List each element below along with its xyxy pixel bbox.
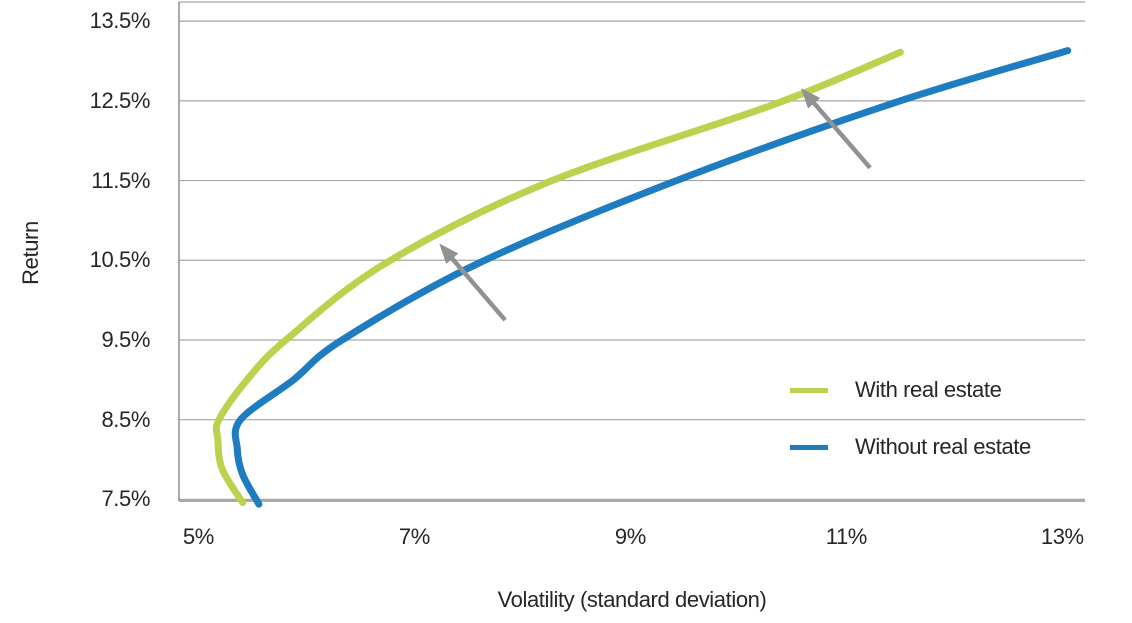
curve-with-real-estate <box>212 48 904 507</box>
y-tick-label: 10.5% <box>89 247 151 273</box>
y-tick-label: 9.5% <box>101 326 150 352</box>
x-tick-label: 13% <box>1040 524 1084 549</box>
x-tick-label: 11% <box>825 524 868 549</box>
x-tick-label: 7% <box>398 524 430 549</box>
legend-swatch-green-line <box>790 387 828 393</box>
legend-item-without-real-estate: Without real estate <box>790 434 1031 460</box>
shift-arrow-shaft <box>808 97 872 170</box>
legend-label: With real estate <box>855 377 1002 402</box>
y-tick-label: 12.5% <box>89 87 151 113</box>
legend-swatch-blue-line <box>790 444 828 450</box>
y-tick-label: 7.5% <box>101 486 150 512</box>
y-tick-label: 8.5% <box>101 406 150 432</box>
x-tick-label: 9% <box>614 524 646 549</box>
legend-label: Without real estate <box>855 434 1031 459</box>
legend-item-with-real-estate: With real estate <box>790 377 1002 403</box>
x-axis-title: Volatility (standard deviation) <box>497 587 767 612</box>
y-tick-label: 13.5% <box>89 8 151 34</box>
shift-arrow-head <box>800 88 821 109</box>
x-tick-label: 5% <box>182 524 214 549</box>
y-tick-label: 11.5% <box>91 167 150 193</box>
shift-arrow-shaft <box>446 252 507 322</box>
curve-without-real-estate <box>231 47 1072 508</box>
shift-arrow-head <box>439 243 459 264</box>
